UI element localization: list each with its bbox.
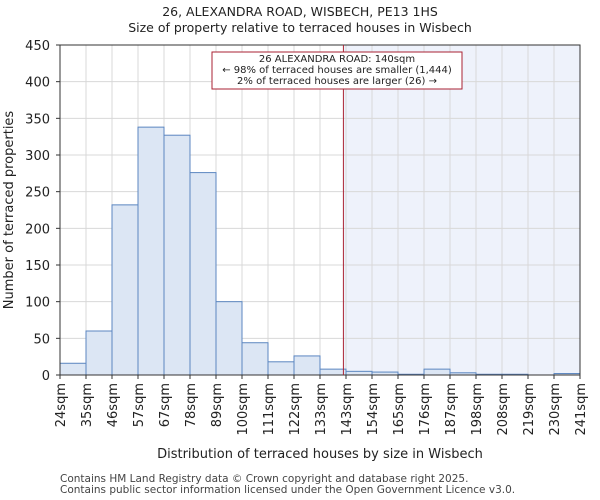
y-tick-label: 200 [25, 222, 50, 237]
property-annotation: 26 ALEXANDRA ROAD: 140sqm ← 98% of terra… [211, 51, 463, 90]
y-tick-label: 250 [25, 186, 50, 201]
y-axis-label: Number of terraced properties [2, 111, 17, 310]
y-tick-label: 400 [25, 76, 50, 91]
y-tick-label: 150 [25, 259, 50, 274]
bar-176sqm [423, 368, 451, 376]
annotation-line-3: 2% of terraced houses are larger (26) → [237, 76, 437, 87]
bar-100sqm [241, 342, 269, 376]
x-tick-label: 35sqm [80, 383, 95, 427]
annotation-line-2: ← 98% of terraced houses are smaller (1,… [222, 65, 452, 76]
larger-properties-region [343, 45, 580, 375]
bar-24sqm [59, 362, 87, 376]
x-tick-label: 208sqm [496, 383, 511, 436]
bar-67sqm [163, 134, 191, 376]
chart-subtitle: Size of property relative to terraced ho… [128, 20, 472, 35]
x-tick-labels: 24sqm 35sqm 46sqm 57sqm 67sqm 78sqm 89sqm 100sq… [54, 375, 589, 436]
x-tick-label: 57sqm [132, 383, 147, 427]
x-tick-label: 143sqm [340, 383, 355, 436]
x-tick-label: 122sqm [288, 383, 303, 436]
x-tick-label: 67sqm [158, 383, 173, 427]
y-tick-label: 300 [25, 149, 50, 164]
y-tick-label: 350 [25, 112, 50, 127]
bars [59, 126, 581, 376]
x-tick-label: 219sqm [522, 383, 537, 436]
x-tick-label: 187sqm [444, 383, 459, 436]
x-tick-label: 89sqm [210, 383, 225, 427]
bar-133sqm [319, 368, 347, 376]
chart-title: 26, ALEXANDRA ROAD, WISBECH, PE13 1HS [162, 4, 438, 19]
x-tick-label: 111sqm [262, 383, 277, 436]
x-tick-label: 100sqm [236, 383, 251, 436]
x-tick-label: 24sqm [54, 383, 69, 427]
bar-35sqm [85, 330, 113, 376]
bar-89sqm [215, 301, 243, 376]
x-tick-label: 241sqm [574, 383, 589, 436]
bar-78sqm [189, 172, 217, 376]
y-tick-label: 0 [42, 369, 50, 384]
x-tick-label: 78sqm [184, 383, 199, 427]
y-tick-label: 50 [33, 332, 50, 347]
x-tick-label: 230sqm [548, 383, 563, 436]
bar-57sqm [137, 126, 165, 376]
x-tick-label: 46sqm [106, 383, 121, 427]
bar-46sqm [111, 204, 139, 376]
y-tick-label: 100 [25, 296, 50, 311]
x-axis-label: Distribution of terraced houses by size … [157, 447, 483, 462]
y-tick-labels: 0 50 100 150 200 250 300 350 400 450 [25, 39, 60, 384]
annotation-line-1: 26 ALEXANDRA ROAD: 140sqm [259, 54, 415, 65]
bar-143sqm [345, 370, 373, 376]
footer-licence: Contains public sector information licen… [60, 484, 516, 496]
x-tick-label: 154sqm [366, 383, 381, 436]
y-tick-label: 450 [25, 39, 50, 54]
annotation-box [211, 51, 463, 90]
bar-122sqm [293, 355, 321, 376]
x-tick-label: 133sqm [314, 383, 329, 436]
footer-copyright: Contains HM Land Registry data © Crown c… [60, 473, 469, 485]
x-tick-label: 176sqm [418, 383, 433, 436]
bar-111sqm [267, 361, 295, 376]
x-tick-label: 165sqm [392, 383, 407, 436]
x-tick-label: 198sqm [470, 383, 485, 436]
